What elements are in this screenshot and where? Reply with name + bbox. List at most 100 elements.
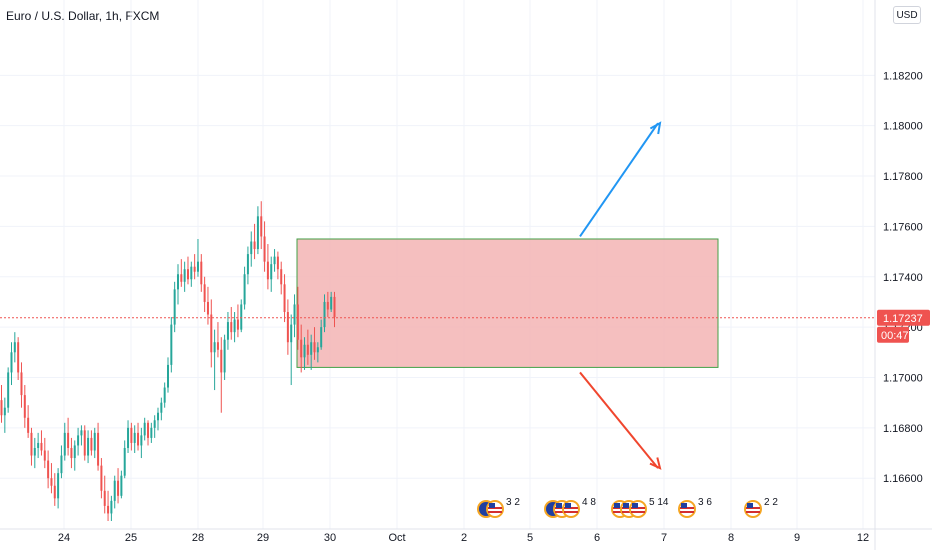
candle-body: [183, 269, 186, 282]
arrow-up: [579, 122, 659, 238]
candle-body: [143, 422, 146, 436]
us-flag-icon: [486, 500, 504, 518]
x-tick-label: 2: [461, 532, 467, 544]
candle-body: [60, 455, 63, 474]
candle-body: [97, 432, 100, 466]
candle-body: [57, 473, 60, 499]
candle-body: [280, 269, 283, 285]
x-tick-label: 8: [728, 532, 734, 544]
candle-body: [256, 216, 259, 250]
candle-body: [90, 437, 93, 451]
candle-body: [210, 314, 213, 353]
candle-body: [283, 284, 286, 313]
x-tick-label: 29: [257, 532, 269, 544]
candle-body: [107, 505, 110, 514]
candle-body: [7, 372, 10, 408]
flag-canton: [747, 503, 753, 508]
event-count: 5 14: [649, 497, 669, 508]
candle-body: [270, 264, 273, 280]
candle-body: [220, 349, 223, 373]
candle-body: [67, 432, 70, 448]
candle-body: [233, 319, 236, 333]
x-tick-label: 6: [594, 532, 600, 544]
candles: [0, 201, 336, 521]
candle-body: [186, 269, 189, 280]
countdown-box: [877, 326, 909, 343]
candle-body: [37, 442, 40, 448]
candle-body: [306, 344, 309, 355]
flag-canton: [632, 503, 638, 508]
candle-body: [50, 478, 53, 486]
candle-body: [63, 432, 66, 456]
flag-canton: [489, 503, 495, 508]
candle-body: [117, 480, 120, 496]
candle-body: [23, 395, 26, 418]
candle-body: [296, 304, 299, 340]
countdown-label: 00:47: [881, 330, 909, 342]
price-tag-box: [877, 309, 930, 326]
candle-body: [320, 327, 323, 348]
candle-body: [150, 427, 153, 438]
arrows: [579, 121, 662, 470]
candle-body: [326, 301, 329, 310]
candle-body: [20, 372, 23, 396]
candle-body: [170, 324, 173, 365]
chart-title: Euro / U.S. Dollar, 1h, FXCM: [6, 9, 160, 23]
y-tick-label: 1.17400: [883, 272, 923, 284]
event-count: 3 6: [698, 497, 712, 508]
flag-canton: [614, 503, 620, 508]
flag-stripe: [488, 511, 502, 513]
flag-stripe: [631, 511, 645, 513]
candle-body: [103, 490, 106, 506]
candle-body: [167, 364, 169, 388]
candle-body: [213, 342, 216, 353]
candle-body: [153, 420, 156, 428]
event-count: 4 8: [582, 497, 596, 508]
candle-body: [240, 304, 243, 330]
price-axis: 1.18200 1.18000 1.17800 1.17600 1.17400 1.172…: [883, 70, 923, 485]
x-tick-label: 25: [125, 532, 137, 544]
candle-body: [127, 427, 130, 448]
candle-body: [73, 445, 76, 459]
candle-body: [123, 447, 126, 476]
candle-body: [53, 485, 56, 499]
candle-body: [10, 352, 13, 373]
y-tick-label: 1.17800: [883, 171, 923, 183]
x-tick-label: 24: [58, 532, 70, 544]
flag-stripe: [613, 511, 627, 513]
arrow-head-up: [649, 121, 662, 135]
candle-body: [303, 344, 306, 358]
flag-stripe: [680, 511, 694, 513]
flag-stripe: [564, 511, 578, 513]
event-count: 2 2: [764, 497, 778, 508]
candle-body: [313, 342, 316, 353]
candle-body: [157, 412, 160, 421]
candle-body: [27, 417, 30, 433]
candle-body: [93, 432, 96, 451]
candle-body: [293, 304, 296, 325]
candle-body: [3, 407, 6, 416]
candle-body: [216, 342, 219, 350]
candle-body: [223, 339, 226, 373]
candle-body: [276, 256, 279, 270]
candle-body: [80, 430, 83, 436]
candle-body: [100, 465, 103, 491]
candle-body: [330, 296, 333, 310]
flag-canton: [681, 503, 687, 508]
us-flag-icon: [678, 500, 696, 518]
candle-body: [203, 284, 206, 302]
candle-body: [263, 236, 266, 262]
us-flag-icon: [629, 500, 647, 518]
candle-body: [137, 432, 140, 446]
candle-body: [193, 266, 196, 272]
y-tick-label: 1.17600: [883, 221, 923, 233]
flag-stripe: [555, 511, 569, 513]
candle-body: [160, 402, 163, 413]
current-price-label: 1.17237: [883, 313, 923, 325]
candle-body: [266, 261, 269, 280]
currency-button[interactable]: USD: [893, 6, 921, 24]
candle-body: [0, 400, 3, 416]
candle-body: [133, 432, 136, 443]
candle-body: [253, 241, 256, 250]
